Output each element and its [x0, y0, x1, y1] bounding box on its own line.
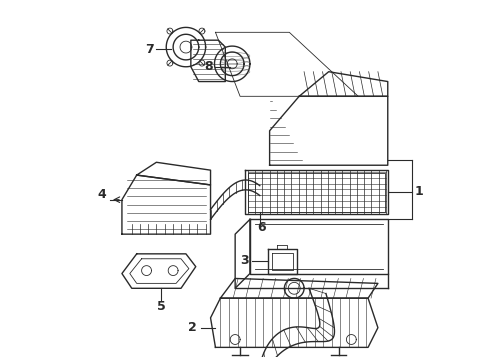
Text: 5: 5 — [157, 300, 166, 312]
Text: 8: 8 — [204, 60, 213, 73]
Text: 6: 6 — [257, 221, 266, 234]
Text: 7: 7 — [145, 42, 154, 55]
Text: 3: 3 — [240, 254, 248, 267]
Text: 2: 2 — [189, 321, 197, 334]
Text: 1: 1 — [415, 185, 424, 198]
Text: 4: 4 — [98, 188, 107, 201]
